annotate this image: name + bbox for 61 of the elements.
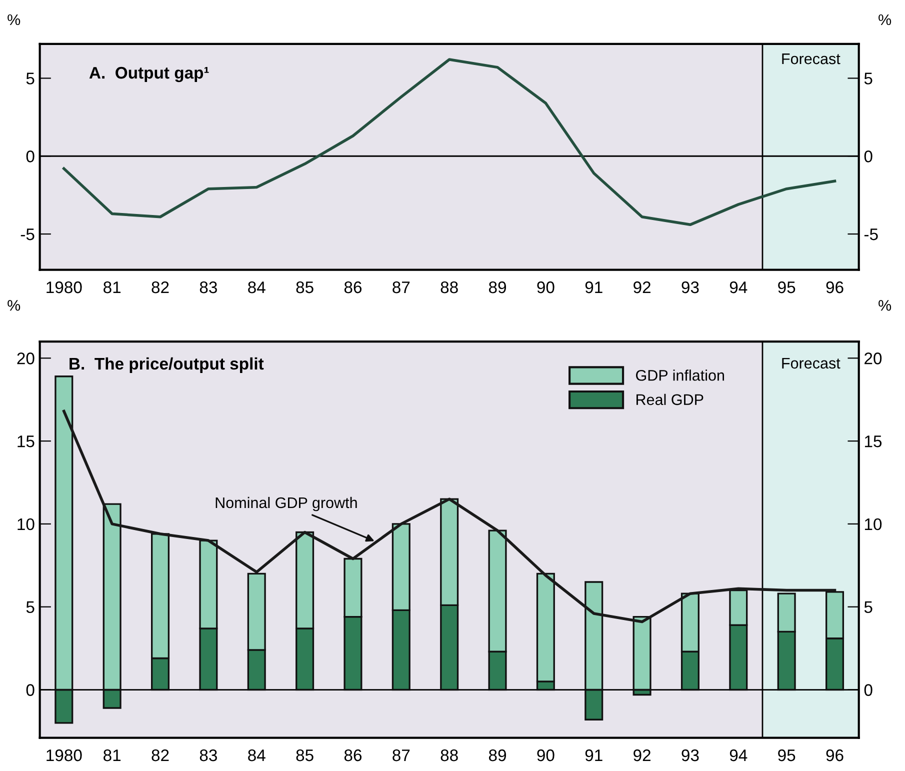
x-tick-label: 92: [634, 281, 650, 294]
x-tick-label: 88: [440, 281, 458, 294]
x-tick-label: 91: [585, 749, 602, 762]
x-tick-label: 86: [344, 749, 362, 762]
y-tick-label: 0: [26, 150, 34, 162]
x-tick-label: 94: [730, 749, 748, 762]
x-tick-label: 91: [585, 281, 602, 294]
x-tick-label: 81: [104, 749, 121, 762]
y2-tick-label: -5: [864, 228, 878, 240]
text: B. The price/output split: [70, 357, 264, 373]
y2-tick-label: 5: [864, 72, 872, 84]
x-tick-label: 95: [778, 281, 796, 294]
y2-tick-label: 10: [864, 518, 882, 530]
y-tick-label: 5: [26, 601, 34, 614]
x-tick-label: 84: [248, 749, 266, 762]
y2-axis-title: %: [878, 300, 892, 311]
y-axis-title: %: [8, 300, 20, 311]
y-tick-label: 10: [18, 518, 34, 530]
x-tick-label: 95: [778, 749, 796, 762]
x-tick-label: 88: [440, 749, 458, 762]
x-tick-label: 89: [488, 281, 506, 294]
text: A. Output gap¹: [89, 66, 209, 82]
x-tick-label: 1980: [46, 749, 82, 762]
y2-axis-title: %: [878, 14, 892, 26]
x-tick-label: 85: [296, 281, 314, 294]
y-axis-title: %: [8, 14, 20, 26]
x-tick-label: 84: [248, 281, 266, 294]
y-tick-label: 5: [26, 72, 34, 84]
x-tick-label: 93: [682, 749, 699, 762]
x-tick-label: 87: [392, 281, 410, 294]
x-tick-label: 93: [682, 281, 699, 294]
x-tick-label: 90: [537, 281, 554, 294]
x-tick-label: 83: [200, 281, 217, 294]
x-tick-label: 96: [826, 281, 844, 294]
x-tick-label: 81: [104, 281, 121, 294]
x-tick-label: 92: [634, 749, 650, 762]
x-tick-label: 85: [296, 749, 314, 762]
y2-tick-label: 15: [864, 436, 882, 448]
legend-label: Real GDP: [636, 394, 704, 406]
x-tick-label: 90: [537, 749, 554, 762]
y-tick-label: 15: [18, 436, 34, 448]
x-tick-label: 86: [344, 281, 362, 294]
y2-tick-label: 0: [864, 150, 872, 162]
x-tick-label: 96: [826, 749, 844, 762]
band-label: Forecast: [782, 358, 840, 369]
x-tick-label: 82: [152, 281, 169, 294]
y-tick-label: 0: [26, 684, 34, 696]
y-tick-label: -5: [20, 228, 34, 240]
x-tick-label: 83: [200, 749, 217, 762]
band-label: Forecast: [782, 54, 840, 64]
y2-tick-label: 0: [864, 684, 872, 696]
x-tick-label: 94: [730, 281, 748, 294]
x-tick-label: 87: [392, 749, 410, 762]
legend-label: GDP inflation: [636, 370, 724, 381]
x-tick-label: 82: [152, 749, 169, 762]
y-tick-label: 20: [17, 352, 34, 364]
y2-tick-label: 20: [864, 352, 882, 364]
y2-tick-label: 5: [864, 601, 872, 614]
x-tick-label: 89: [488, 749, 506, 762]
annotation: Nominal GDP growth: [216, 496, 357, 512]
x-tick-label: 1980: [46, 281, 82, 294]
